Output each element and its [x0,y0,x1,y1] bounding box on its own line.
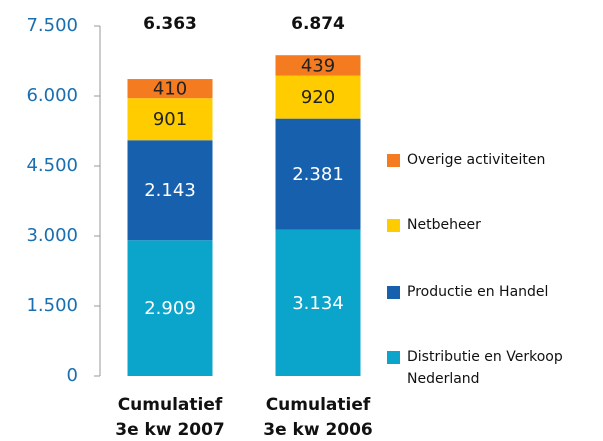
legend-item: Overige activiteiten [387,149,597,171]
legend-item: Productie en Handel [387,281,597,303]
legend-label: Distributie en Verkoop Nederland [407,349,563,387]
bar-segment [127,79,213,99]
data-label: 439 [301,55,335,76]
legend-swatch [387,154,400,167]
legend-label: Productie en Handel [407,284,549,300]
total-label: 6.874 [291,14,345,34]
total-label: 6.363 [143,14,197,34]
y-tick-label: 4.500 [26,155,78,176]
bar-segment [127,240,213,376]
x-tick-label: 3e kw 2007 [115,420,225,440]
data-label: 2.381 [292,164,344,185]
x-tick-label: 3e kw 2006 [263,420,373,440]
data-label: 2.909 [144,298,196,319]
bar-segment [275,55,361,76]
y-tick-label: 3.000 [26,225,78,246]
y-tick-label: 0 [67,365,78,386]
data-label: 410 [153,79,187,100]
data-label: 920 [301,87,335,108]
legend-swatch [387,351,400,364]
data-label: 3.134 [292,293,344,314]
bar-segment [127,98,213,141]
data-label: 2.143 [144,180,196,201]
bar-segment [127,140,213,241]
bar-segment [275,75,361,119]
data-label: 901 [153,109,187,130]
x-tick-label: Cumulatief [266,395,371,415]
x-tick-label: Cumulatief [118,395,223,415]
y-tick-label: 1.500 [26,295,78,316]
bar-segment [275,229,361,376]
y-tick-label: 6.000 [26,85,78,106]
legend-swatch [387,286,400,299]
bar-segment [275,118,361,230]
y-tick-label: 7.500 [26,15,78,36]
legend-label: Netbeheer [407,217,481,233]
legend-label: Overige activiteiten [407,152,546,168]
legend-item: Distributie en Verkoop Nederland [387,346,597,390]
legend-item: Netbeheer [387,214,597,236]
legend-swatch [387,219,400,232]
